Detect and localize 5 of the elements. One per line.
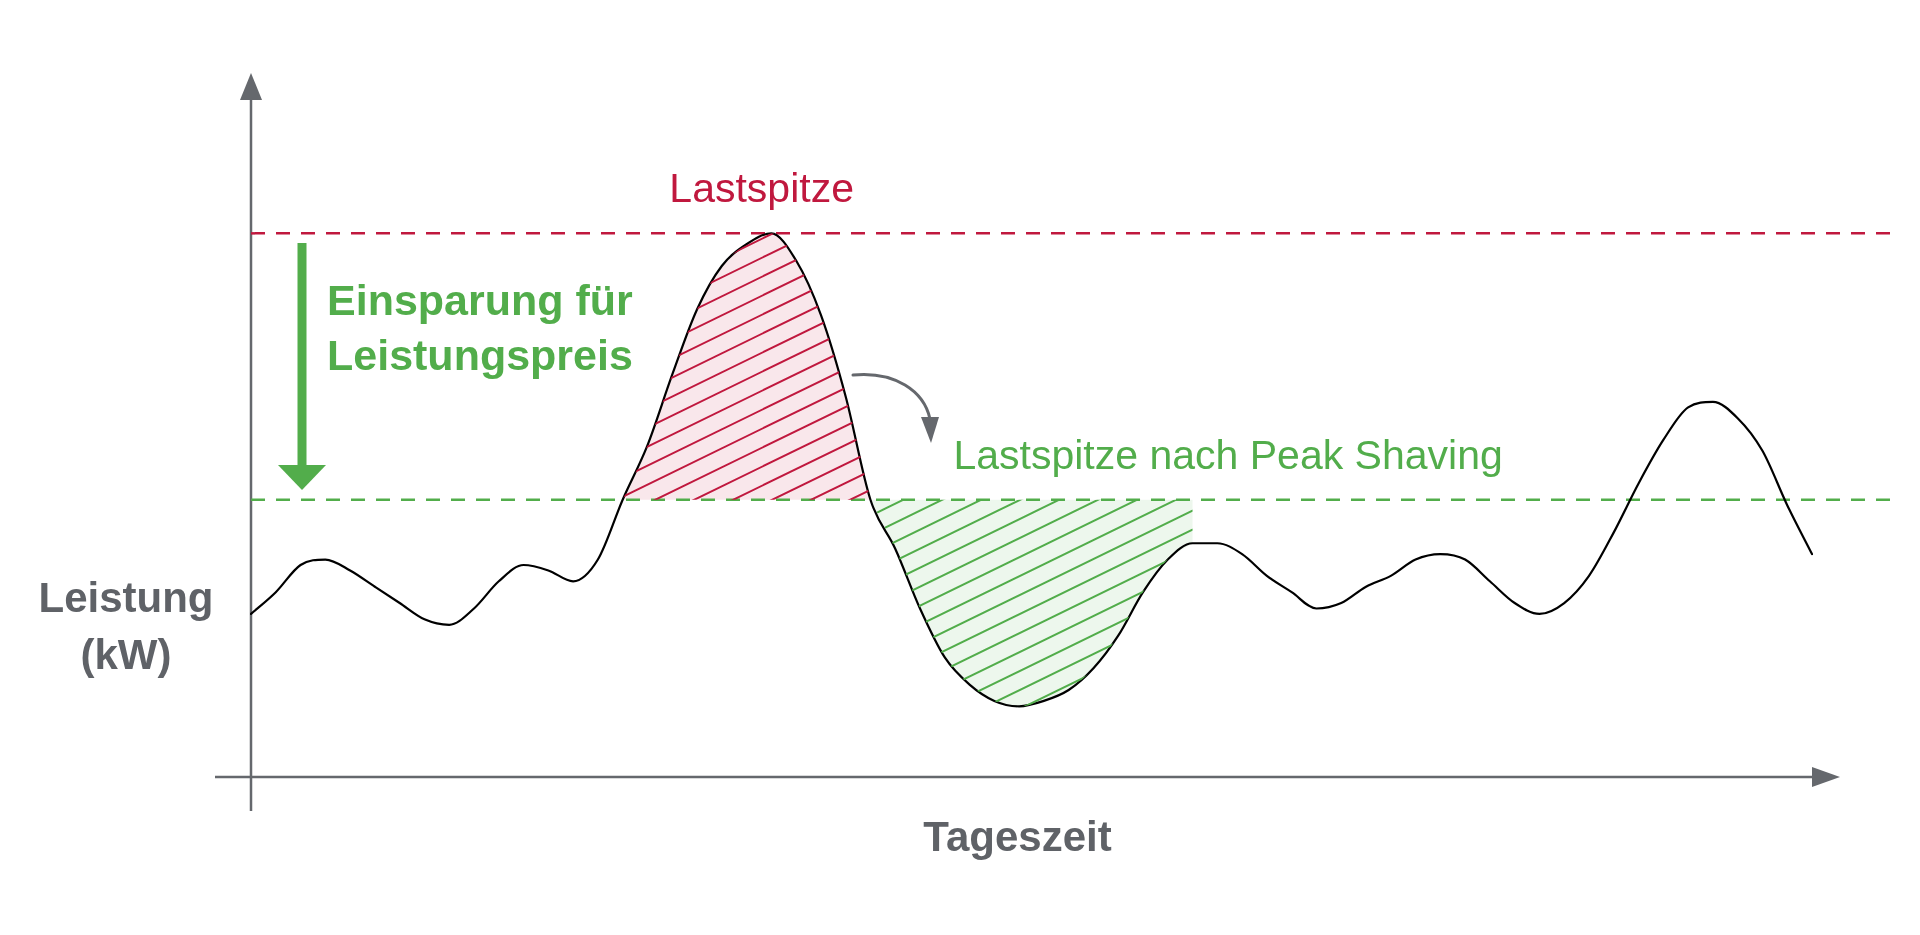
ref-line-label: Lastspitze nach Peak Shaving — [953, 431, 1503, 478]
annotation: Einsparung für Leistungspreis — [327, 276, 634, 380]
ref-line-label: Lastspitze — [669, 165, 854, 212]
x-axis-title: Tageszeit — [923, 813, 1112, 860]
y-axis-title: Leistung (kW) — [38, 574, 214, 678]
